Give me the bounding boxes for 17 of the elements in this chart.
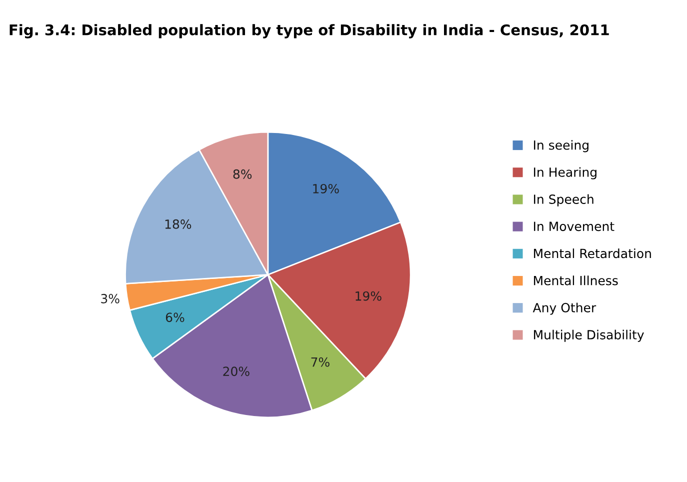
legend-label: In seeing — [534, 140, 588, 152]
data-label: 20% — [223, 366, 250, 376]
legend-label: Multiple Disability — [534, 330, 644, 342]
legend-label: In Hearing — [534, 167, 596, 180]
data-label: 19% — [356, 291, 382, 301]
legend-label: Mental Illness — [534, 276, 618, 286]
data-label: 3% — [101, 294, 120, 304]
chart-title: Fig. 3.4: Disabled population by type of Disability in India - Census, 2011 — [10, 24, 609, 38]
legend-label: Mental Retardation — [534, 248, 651, 258]
data-label: 8% — [233, 169, 252, 179]
data-label: 18% — [165, 219, 192, 229]
legend-label: In Speech — [534, 194, 594, 206]
data-label: 6% — [166, 312, 184, 322]
legend-label: Any Other — [532, 302, 596, 315]
data-label: 7% — [311, 357, 330, 367]
legend-label: In Movement — [534, 222, 614, 232]
data-label: 19% — [313, 184, 339, 194]
